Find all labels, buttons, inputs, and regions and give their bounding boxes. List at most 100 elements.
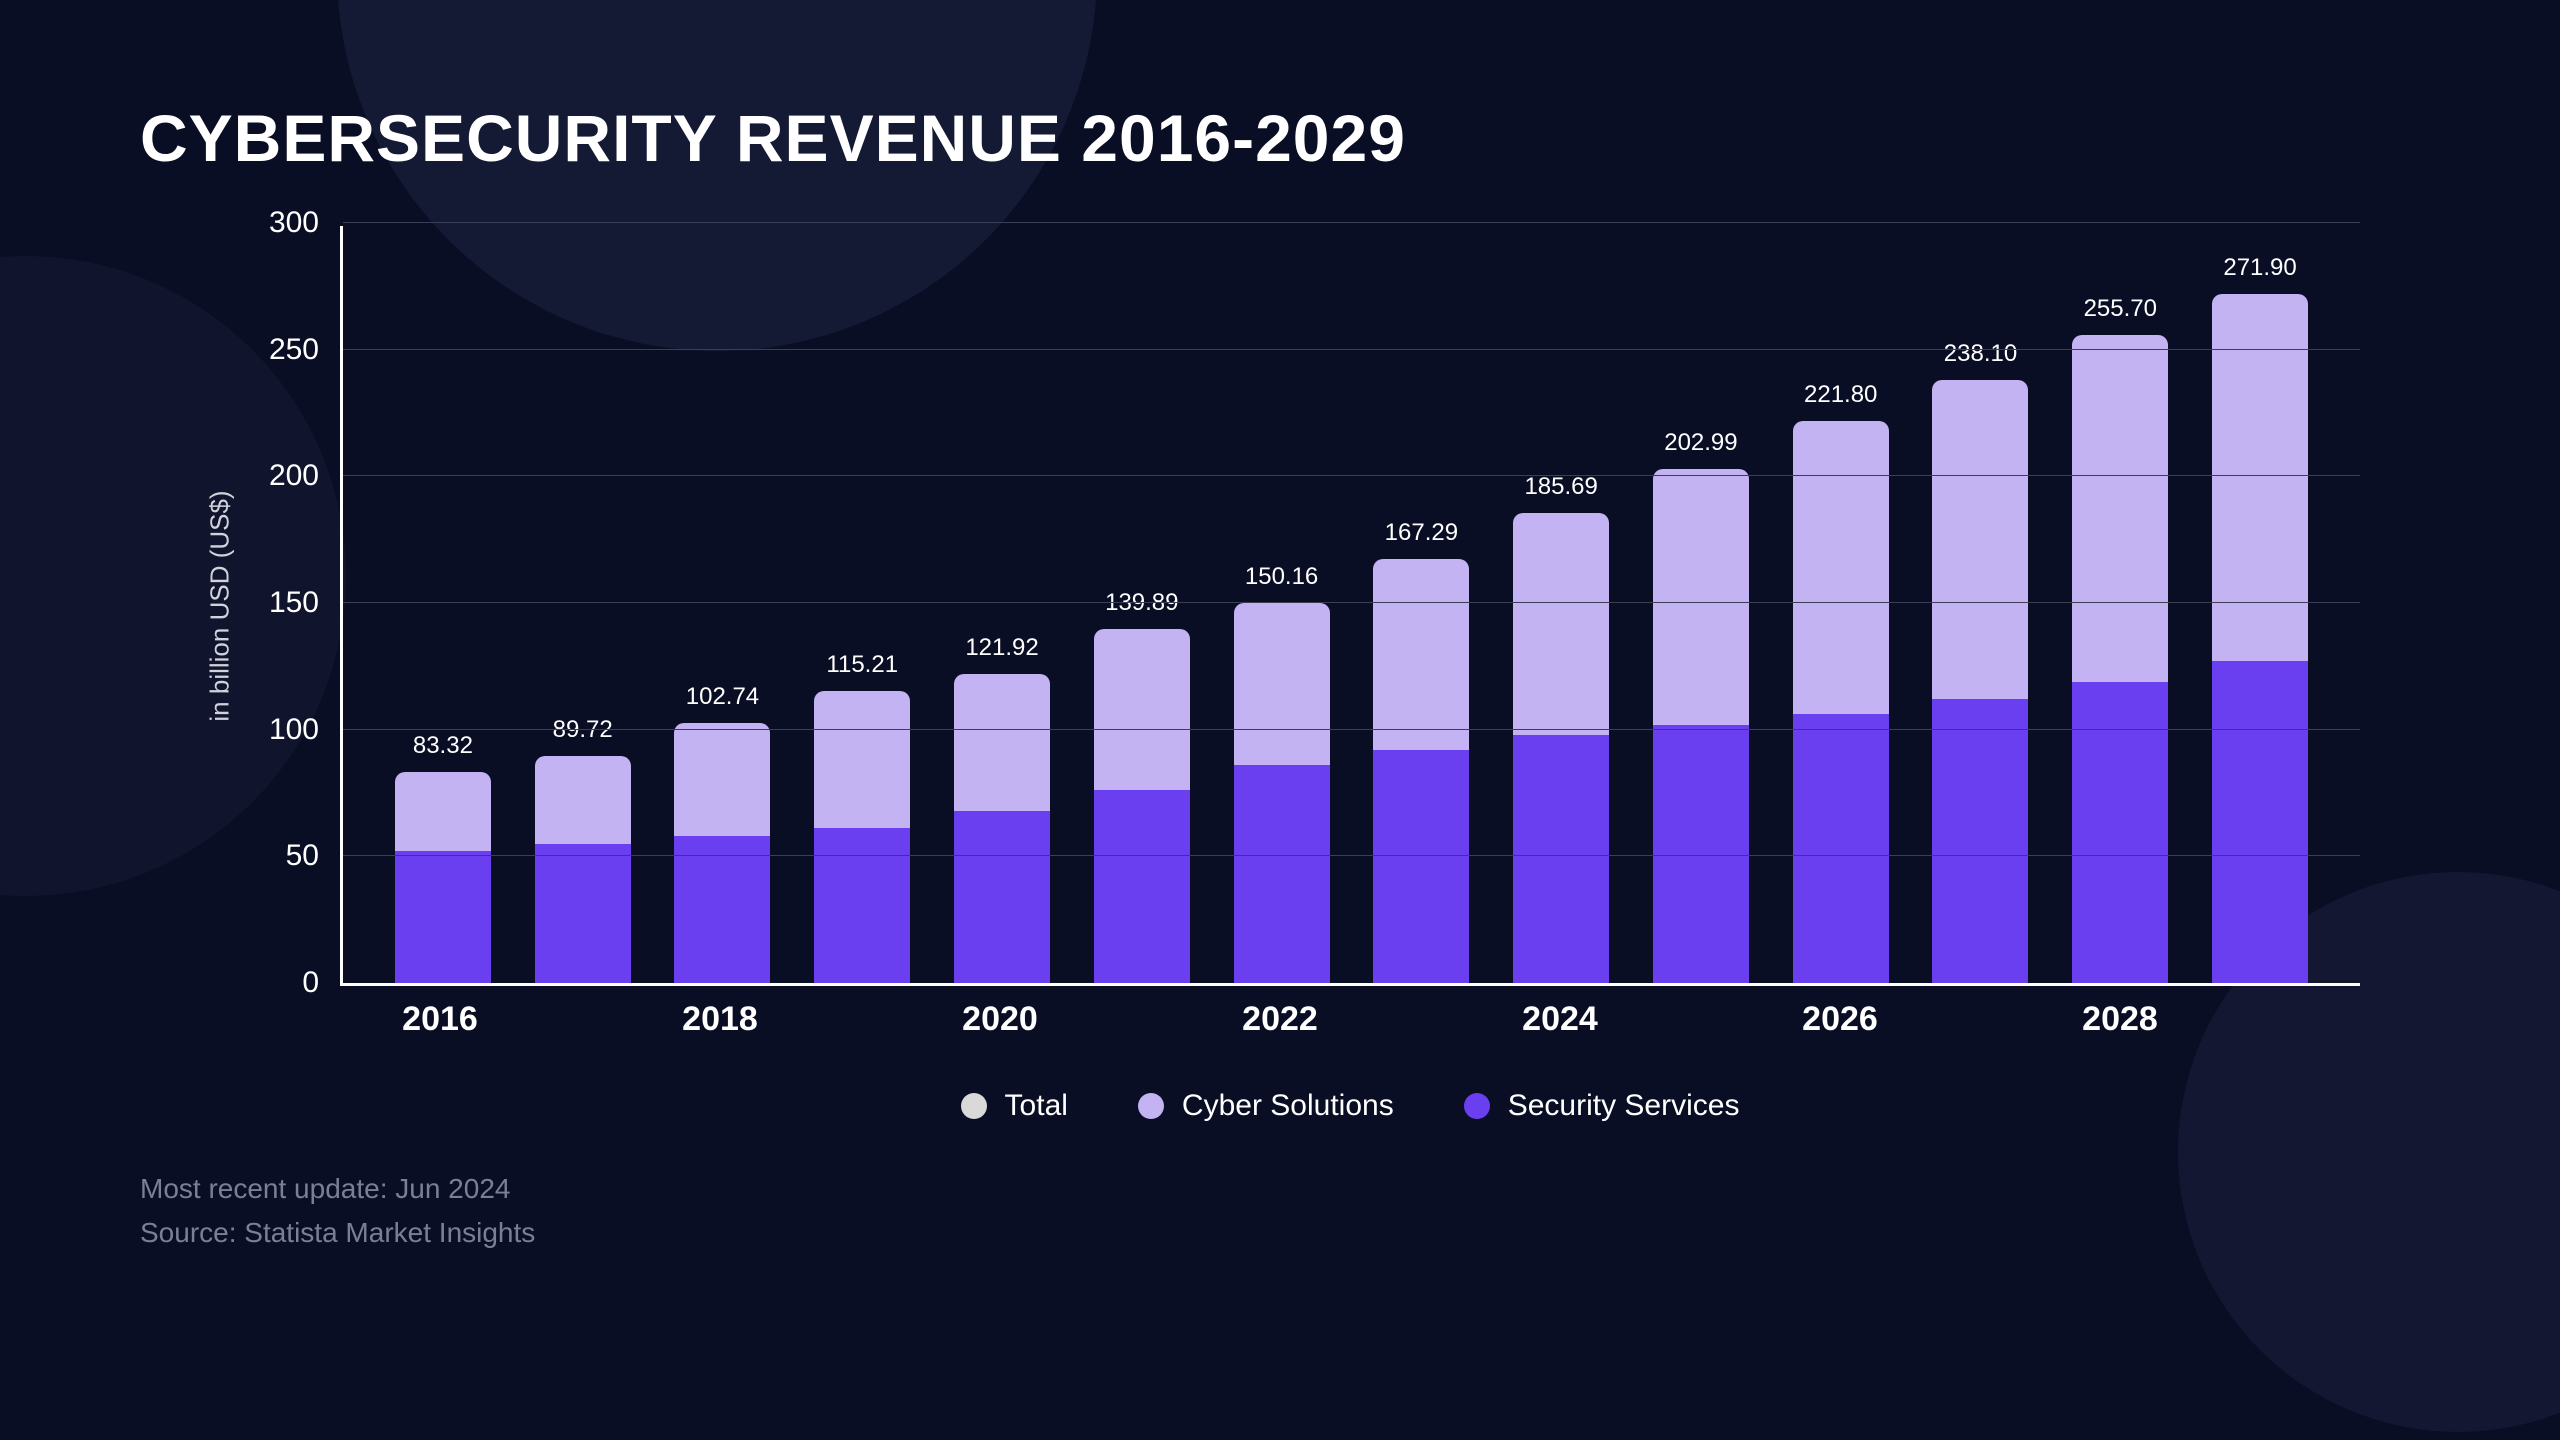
bar-slot: 185.69	[1491, 226, 1631, 983]
page-title: CYBERSECURITY REVENUE 2016-2029	[140, 100, 2420, 176]
bar-total-label: 139.89	[1105, 589, 1178, 629]
legend-item: Security Services	[1464, 1089, 1740, 1123]
x-tick-label: 2016	[370, 1000, 510, 1039]
bar-slot: 139.89	[1072, 226, 1212, 983]
bar: 139.89	[1094, 629, 1190, 983]
x-tick-label: 2028	[2050, 1000, 2190, 1039]
bar: 115.21	[814, 691, 910, 983]
bar-total-label: 167.29	[1385, 519, 1458, 559]
bar: 255.70	[2072, 335, 2168, 983]
bar: 202.99	[1653, 469, 1749, 983]
x-tick-label	[790, 1000, 930, 1039]
bar: 83.32	[395, 772, 491, 983]
chart-gridline	[343, 349, 2360, 350]
y-tick-label: 100	[269, 713, 343, 747]
bar-slot: 102.74	[653, 226, 793, 983]
bar-segment-cyber-solutions	[1793, 421, 1889, 714]
chart-container: in billion USD (US$) 83.3289.72102.74115…	[340, 226, 2360, 1123]
x-tick-label	[1630, 1000, 1770, 1039]
y-tick-label: 150	[269, 586, 343, 620]
bar: 121.92	[954, 674, 1050, 983]
bar-segment-cyber-solutions	[1513, 513, 1609, 735]
bar-segment-security-services	[2072, 682, 2168, 983]
chart-legend: Total Cyber Solutions Security Services	[340, 1089, 2360, 1123]
bar-segment-security-services	[1234, 765, 1330, 983]
bar-total-label: 221.80	[1804, 381, 1877, 421]
chart-gridline	[343, 475, 2360, 476]
legend-label: Total	[1005, 1089, 1068, 1123]
bar: 221.80	[1793, 421, 1889, 983]
legend-label: Cyber Solutions	[1182, 1089, 1394, 1123]
bar-total-label: 255.70	[2084, 295, 2157, 335]
bar-slot: 115.21	[792, 226, 932, 983]
bar-segment-security-services	[2212, 661, 2308, 983]
x-tick-label: 2024	[1490, 1000, 1630, 1039]
bar-slot: 167.29	[1351, 226, 1491, 983]
footnote-line: Source: Statista Market Insights	[140, 1217, 2420, 1249]
bar: 185.69	[1513, 513, 1609, 983]
bar-total-label: 121.92	[965, 634, 1038, 674]
bar-total-label: 115.21	[826, 651, 898, 691]
bar-segment-cyber-solutions	[2072, 335, 2168, 681]
chart-gridline	[343, 602, 2360, 603]
bar-segment-cyber-solutions	[1234, 603, 1330, 766]
bar-slot: 83.32	[373, 226, 513, 983]
bar-segment-cyber-solutions	[1373, 559, 1469, 750]
chart-footnotes: Most recent update: Jun 2024 Source: Stat…	[140, 1173, 2420, 1249]
bar-total-label: 271.90	[2223, 254, 2296, 294]
bar-slot: 221.80	[1771, 226, 1911, 983]
y-tick-label: 250	[269, 333, 343, 367]
x-tick-label: 2018	[650, 1000, 790, 1039]
legend-swatch	[961, 1093, 987, 1119]
y-tick-label: 50	[286, 839, 343, 873]
bar-total-label: 202.99	[1664, 429, 1737, 469]
bar-total-label: 150.16	[1245, 563, 1318, 603]
bar: 89.72	[535, 756, 631, 983]
legend-item: Cyber Solutions	[1138, 1089, 1394, 1123]
bar-slot: 202.99	[1631, 226, 1771, 983]
x-tick-label	[1910, 1000, 2050, 1039]
bar-segment-cyber-solutions	[395, 772, 491, 851]
x-tick-label	[1350, 1000, 1490, 1039]
bar-segment-cyber-solutions	[1094, 629, 1190, 791]
bar-segment-security-services	[1094, 790, 1190, 983]
bar-total-label: 185.69	[1524, 473, 1597, 513]
bar-segment-cyber-solutions	[674, 723, 770, 836]
x-tick-label: 2020	[930, 1000, 1070, 1039]
bar-segment-security-services	[1653, 725, 1749, 983]
bar-segment-security-services	[535, 844, 631, 983]
chart-gridline	[343, 729, 2360, 730]
legend-swatch	[1138, 1093, 1164, 1119]
bar-segment-security-services	[1793, 714, 1889, 983]
bar: 238.10	[1932, 380, 2028, 983]
bar-segment-security-services	[1373, 750, 1469, 983]
bar-segment-security-services	[395, 851, 491, 983]
bar-segment-security-services	[1932, 699, 2028, 983]
bar-segment-cyber-solutions	[535, 756, 631, 844]
bar: 167.29	[1373, 559, 1469, 983]
bar-total-label: 89.72	[553, 716, 613, 756]
chart-plot-area: 83.32 89.72 102.74 115.21 121.92 139.89 150.16…	[340, 226, 2360, 986]
bar-segment-security-services	[1513, 735, 1609, 983]
bar-segment-security-services	[674, 836, 770, 983]
bar-slot: 255.70	[2050, 226, 2190, 983]
footnote-line: Most recent update: Jun 2024	[140, 1173, 2420, 1205]
chart-bars: 83.32 89.72 102.74 115.21 121.92 139.89 150.16…	[343, 226, 2360, 983]
x-tick-label: 2022	[1210, 1000, 1350, 1039]
bar: 102.74	[674, 723, 770, 983]
bar-slot: 121.92	[932, 226, 1072, 983]
bar-slot: 271.90	[2190, 226, 2330, 983]
x-tick-label	[2190, 1000, 2330, 1039]
page-root: CYBERSECURITY REVENUE 2016-2029 in billi…	[0, 0, 2560, 1440]
bar-segment-cyber-solutions	[1653, 469, 1749, 725]
x-tick-label: 2026	[1770, 1000, 1910, 1039]
bar: 150.16	[1234, 603, 1330, 983]
y-tick-label: 200	[269, 459, 343, 493]
x-tick-label	[1070, 1000, 1210, 1039]
chart-gridline	[343, 855, 2360, 856]
y-tick-label: 0	[302, 966, 343, 1000]
bar-segment-security-services	[954, 811, 1050, 983]
x-tick-label	[510, 1000, 650, 1039]
legend-swatch	[1464, 1093, 1490, 1119]
chart-x-axis: 2016 2018 2020 2022 2024 2026 2028	[340, 1000, 2360, 1039]
